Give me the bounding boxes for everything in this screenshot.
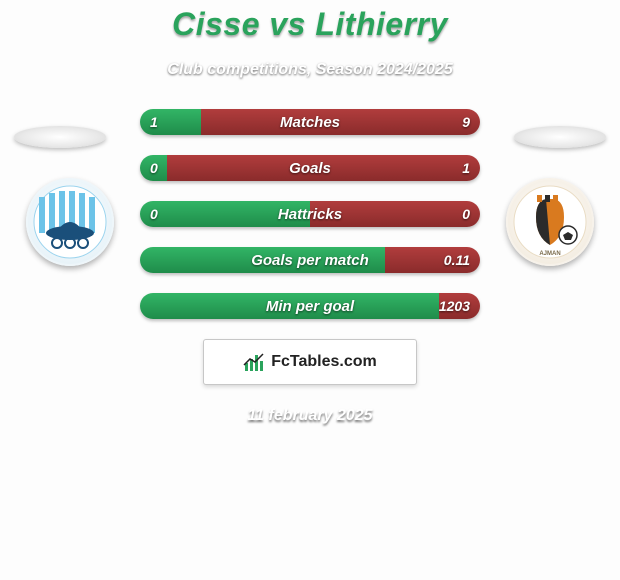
svg-text:AJMAN: AJMAN <box>539 251 560 257</box>
stat-bar-right-fill <box>167 155 480 181</box>
club-left-emblem-icon <box>33 185 107 259</box>
stat-bar-left-fill <box>140 247 385 273</box>
fctables-badge: FcTables.com <box>203 339 417 385</box>
stat-bar-row: 01Goals <box>140 155 480 181</box>
stat-bar-row: 00Hattricks <box>140 201 480 227</box>
page-title: Cisse vs Lithierry <box>0 0 620 43</box>
club-logo-right: AJMAN <box>506 178 594 266</box>
stat-right-value: 0 <box>462 201 470 227</box>
bar-chart-icon <box>243 351 265 373</box>
club-right-emblem-icon: AJMAN <box>513 185 587 259</box>
stat-bar-row: 1203Min per goal <box>140 293 480 319</box>
stat-bar-row: 0.11Goals per match <box>140 247 480 273</box>
stat-right-value: 0.11 <box>444 247 470 273</box>
top-bar-right <box>514 126 606 148</box>
stat-right-value: 9 <box>462 109 470 135</box>
subtitle: Club competitions, Season 2024/2025 <box>0 61 620 79</box>
stat-bar-right-fill <box>201 109 480 135</box>
stat-right-value: 1203 <box>439 293 470 319</box>
stat-bars: 19Matches01Goals00Hattricks0.11Goals per… <box>140 109 480 319</box>
stat-left-value: 0 <box>150 201 158 227</box>
stat-left-value: 0 <box>150 155 158 181</box>
stat-bar-left-fill <box>140 201 310 227</box>
stat-right-value: 1 <box>462 155 470 181</box>
fctables-label: FcTables.com <box>271 353 377 371</box>
date-label: 11 february 2025 <box>0 407 620 425</box>
stat-left-value: 1 <box>150 109 158 135</box>
stat-bar-row: 19Matches <box>140 109 480 135</box>
stat-bar-right-fill <box>310 201 480 227</box>
top-bar-left <box>14 126 106 148</box>
club-logo-left <box>26 178 114 266</box>
stat-bar-left-fill <box>140 293 439 319</box>
